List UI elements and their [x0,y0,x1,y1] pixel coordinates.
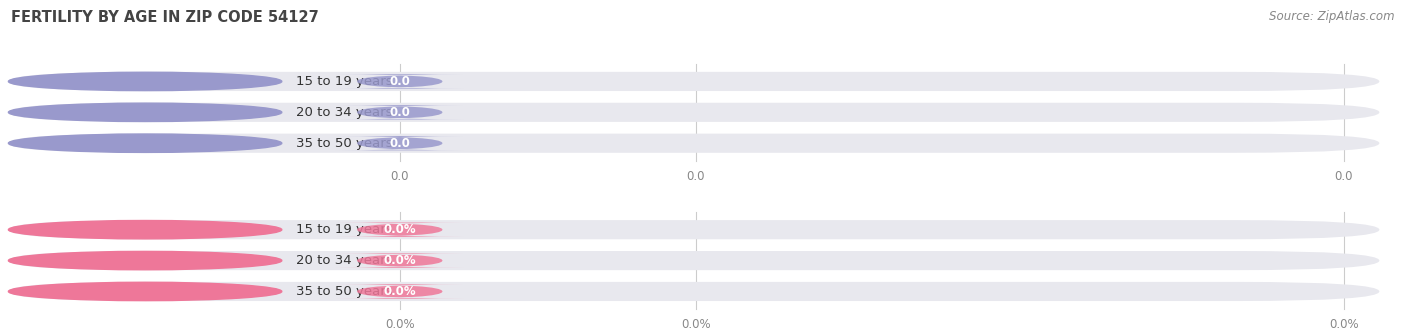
FancyBboxPatch shape [8,220,1379,239]
FancyBboxPatch shape [336,105,464,119]
Circle shape [8,251,281,270]
Text: 0.0%: 0.0% [384,223,416,236]
Text: 0.0: 0.0 [389,106,411,119]
FancyBboxPatch shape [8,72,1379,91]
Text: 35 to 50 years: 35 to 50 years [295,285,392,298]
Text: 0.0%: 0.0% [681,318,711,330]
Text: 15 to 19 years: 15 to 19 years [295,75,392,88]
Circle shape [8,72,281,91]
Text: 20 to 34 years: 20 to 34 years [295,106,392,119]
FancyBboxPatch shape [336,222,464,237]
Text: FERTILITY BY AGE IN ZIP CODE 54127: FERTILITY BY AGE IN ZIP CODE 54127 [11,10,319,25]
FancyBboxPatch shape [336,136,464,150]
Text: 0.0: 0.0 [1334,170,1353,183]
FancyBboxPatch shape [336,253,464,268]
Text: 0.0%: 0.0% [384,285,416,298]
Text: 15 to 19 years: 15 to 19 years [295,223,392,236]
Text: 0.0%: 0.0% [385,318,415,330]
Circle shape [8,103,281,121]
Text: 0.0: 0.0 [391,170,409,183]
Text: 0.0: 0.0 [686,170,706,183]
Text: Source: ZipAtlas.com: Source: ZipAtlas.com [1270,10,1395,23]
Text: 0.0%: 0.0% [1329,318,1358,330]
Circle shape [8,282,281,301]
FancyBboxPatch shape [8,251,1379,270]
FancyBboxPatch shape [8,282,1379,301]
Text: 20 to 34 years: 20 to 34 years [295,254,392,267]
Text: 0.0: 0.0 [389,75,411,88]
Text: 35 to 50 years: 35 to 50 years [295,137,392,150]
FancyBboxPatch shape [336,284,464,299]
FancyBboxPatch shape [336,74,464,89]
Text: 0.0: 0.0 [389,137,411,150]
FancyBboxPatch shape [8,103,1379,122]
Text: 0.0%: 0.0% [384,254,416,267]
Circle shape [8,220,281,239]
FancyBboxPatch shape [8,134,1379,153]
Circle shape [8,134,281,152]
